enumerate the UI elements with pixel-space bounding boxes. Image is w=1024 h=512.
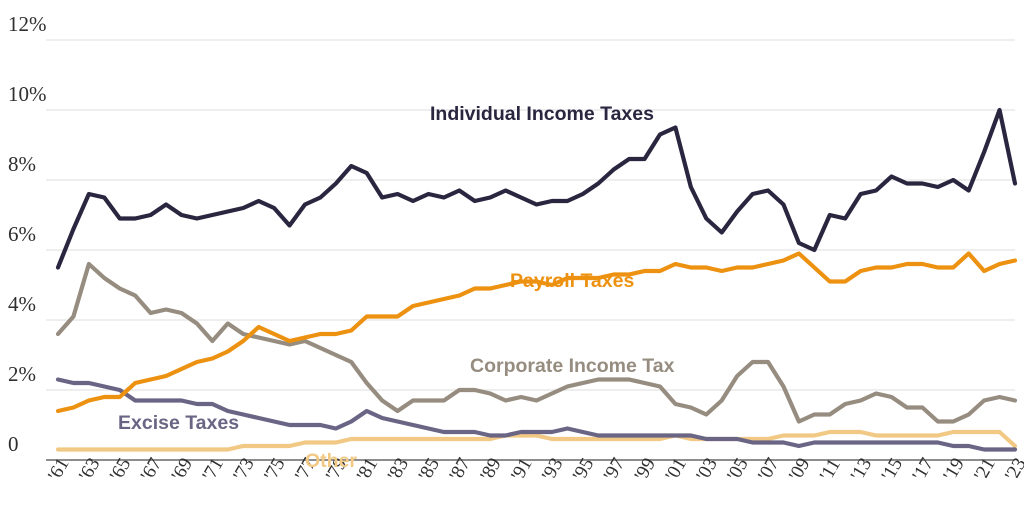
- x-tick-label: '85: [415, 455, 444, 485]
- series-line: [55, 107, 1018, 270]
- x-tick-label: '89: [476, 455, 505, 485]
- x-tick-label: '63: [75, 455, 104, 485]
- y-tick-label: 0: [8, 432, 19, 456]
- x-tick-label: '23: [1001, 455, 1024, 485]
- x-tick-label: '99: [631, 455, 660, 485]
- x-tick-label: '03: [692, 455, 721, 485]
- x-tick-label: '73: [229, 455, 258, 485]
- data-series-lines: [55, 107, 1018, 452]
- series-label: Payroll Taxes: [510, 270, 634, 292]
- x-tick-label: '95: [569, 455, 598, 485]
- gridlines: [46, 39, 1015, 461]
- x-tick-label: '07: [754, 455, 783, 485]
- y-axis-tick-labels: 0 2% 4% 6% 8% 10% 12%: [8, 12, 47, 456]
- x-tick-label: '65: [106, 455, 135, 485]
- x-tick-label: '83: [384, 455, 413, 485]
- y-tick-label: 10%: [8, 82, 47, 106]
- series-line: [55, 429, 1018, 452]
- x-tick-label: '13: [847, 455, 876, 485]
- series-label: Individual Income Taxes: [430, 103, 654, 125]
- series-label: Excise Taxes: [118, 412, 239, 434]
- y-tick-label: 6%: [8, 222, 36, 246]
- y-tick-label: 12%: [8, 12, 47, 36]
- x-tick-label: '19: [939, 455, 968, 485]
- y-tick-label: 8%: [8, 152, 36, 176]
- x-tick-label: '93: [538, 455, 567, 485]
- series-inline-labels: Individual Income Taxes Payroll Taxes Corp…: [118, 103, 675, 472]
- series-label: Corporate Income Tax: [470, 355, 675, 377]
- x-tick-label: '71: [198, 455, 227, 485]
- x-axis-tick-labels: '61'63'65'67'69'71'73'75'77'79'81'83'85 '…: [44, 455, 1024, 485]
- x-tick-label: '17: [909, 455, 938, 485]
- x-tick-label: '21: [970, 455, 999, 485]
- x-tick-label: '81: [353, 455, 382, 485]
- x-tick-label: '87: [445, 455, 474, 485]
- x-tick-label: '97: [600, 455, 629, 485]
- x-tick-label: '91: [507, 455, 536, 485]
- series-line: [55, 377, 1018, 452]
- x-tick-label: '09: [785, 455, 814, 485]
- y-tick-label: 4%: [8, 292, 36, 316]
- x-tick-label: '61: [44, 455, 73, 485]
- x-tick-label: '75: [260, 455, 289, 485]
- series-line: [55, 261, 1018, 424]
- series-line: [55, 251, 1018, 414]
- x-tick-label: '15: [878, 455, 907, 485]
- x-tick-label: '69: [168, 455, 197, 485]
- x-tick-label: '67: [137, 455, 166, 485]
- x-tick-label: '01: [662, 455, 691, 485]
- x-tick-label: '05: [723, 455, 752, 485]
- series-label: Other: [305, 450, 357, 472]
- y-tick-label: 2%: [8, 362, 36, 386]
